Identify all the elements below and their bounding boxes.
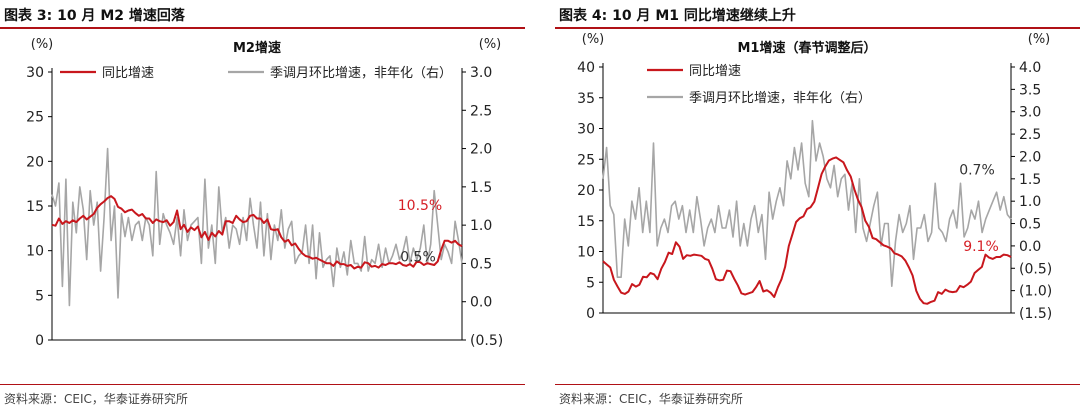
- chart-panel-m1: 图表 4: 10 月 M1 同比增速继续上升 M1增速（春节调整后） (%) (%)…: [555, 0, 1080, 409]
- series-line-yoy: [602, 156, 1012, 305]
- right-tick-label: (1.5): [1019, 306, 1052, 322]
- title-rule: [555, 27, 1080, 29]
- right-tick-label: 2.5: [470, 103, 492, 119]
- right-unit-label: (%): [1028, 32, 1051, 47]
- title-rule: [0, 27, 525, 29]
- right-tick-label: 3.0: [1019, 105, 1041, 121]
- source-note: 资料来源：CEIC，华泰证券研究所: [559, 392, 743, 406]
- left-unit-label: (%): [582, 32, 605, 47]
- right-tick-label: 1.5: [470, 180, 492, 196]
- left-tick-label: 10: [26, 244, 44, 260]
- chart-title: M1增速（春节调整后）: [738, 40, 877, 56]
- legend-label: 同比增速: [102, 66, 154, 81]
- data-annotation: 10.5%: [398, 198, 442, 214]
- left-unit-label: (%): [31, 37, 54, 52]
- right-tick-label: 4.0: [1019, 60, 1041, 76]
- left-tick-label: 20: [577, 183, 595, 199]
- left-tick-label: 15: [26, 199, 44, 215]
- series-line-mom: [602, 119, 1012, 288]
- legend-label: 同比增速: [689, 64, 741, 79]
- figure-title: 图表 3: 10 月 M2 增速回落: [4, 8, 185, 24]
- right-tick-label: 0.0: [470, 295, 492, 311]
- left-tick-label: 0: [586, 306, 595, 322]
- right-tick-label: 2.0: [1019, 149, 1041, 165]
- source-rule: [0, 384, 525, 385]
- legend-label: 季调月环比增速，非年化（右）: [270, 66, 452, 81]
- right-tick-label: 2.0: [470, 142, 492, 158]
- left-tick-label: 20: [26, 154, 44, 170]
- left-tick-label: 0: [35, 333, 44, 349]
- chart-title: M2增速: [233, 40, 281, 56]
- source-rule: [555, 384, 1080, 385]
- right-tick-label: 3.0: [470, 65, 492, 81]
- left-tick-label: 40: [577, 60, 595, 76]
- right-tick-label: 0.5: [1019, 217, 1041, 233]
- right-tick-label: (0.5): [1019, 261, 1052, 277]
- left-tick-label: 25: [577, 152, 595, 168]
- left-tick-label: 30: [577, 122, 595, 138]
- right-tick-label: 1.0: [1019, 194, 1041, 210]
- right-tick-label: 3.5: [1019, 82, 1041, 98]
- left-tick-label: 25: [26, 110, 44, 126]
- right-unit-label: (%): [479, 37, 502, 52]
- figure-title: 图表 4: 10 月 M1 同比增速继续上升: [559, 8, 796, 24]
- series-line-mom: [51, 147, 463, 307]
- right-tick-label: 1.0: [470, 218, 492, 234]
- legend-label: 季调月环比增速，非年化（右）: [689, 91, 871, 106]
- right-tick-label: 0.0: [1019, 239, 1041, 255]
- left-tick-label: 30: [26, 65, 44, 81]
- left-tick-label: 15: [577, 214, 595, 230]
- chart-panel-m2: 图表 3: 10 月 M2 增速回落 M2增速 (%) (%) 0 5 10 15 20 25 3…: [0, 0, 525, 409]
- left-tick-label: 10: [577, 245, 595, 261]
- data-annotation: 0.5%: [400, 249, 436, 265]
- series-line-yoy: [51, 195, 463, 270]
- right-tick-label: (0.5): [470, 333, 503, 349]
- left-tick-label: 5: [35, 288, 44, 304]
- right-tick-label: (1.0): [1019, 284, 1052, 300]
- right-tick-label: 1.5: [1019, 172, 1041, 188]
- source-note: 资料来源：CEIC，华泰证券研究所: [4, 392, 188, 406]
- data-annotation: 9.1%: [963, 239, 999, 255]
- m1-chart-svg: M1增速（春节调整后） (%) (%) 0 5 10 15 20 25 30 35 40 (1.5) (1…: [577, 32, 1052, 322]
- left-tick-label: 35: [577, 91, 595, 107]
- left-tick-label: 5: [586, 275, 595, 291]
- right-tick-label: 0.5: [470, 256, 492, 272]
- m2-chart-svg: M2增速 (%) (%) 0 5 10 15 20 25 30 (0.5) 0.0 0.5 1.0 1.5 2…: [26, 37, 503, 349]
- data-annotation: 0.7%: [959, 163, 995, 179]
- right-tick-label: 2.5: [1019, 127, 1041, 143]
